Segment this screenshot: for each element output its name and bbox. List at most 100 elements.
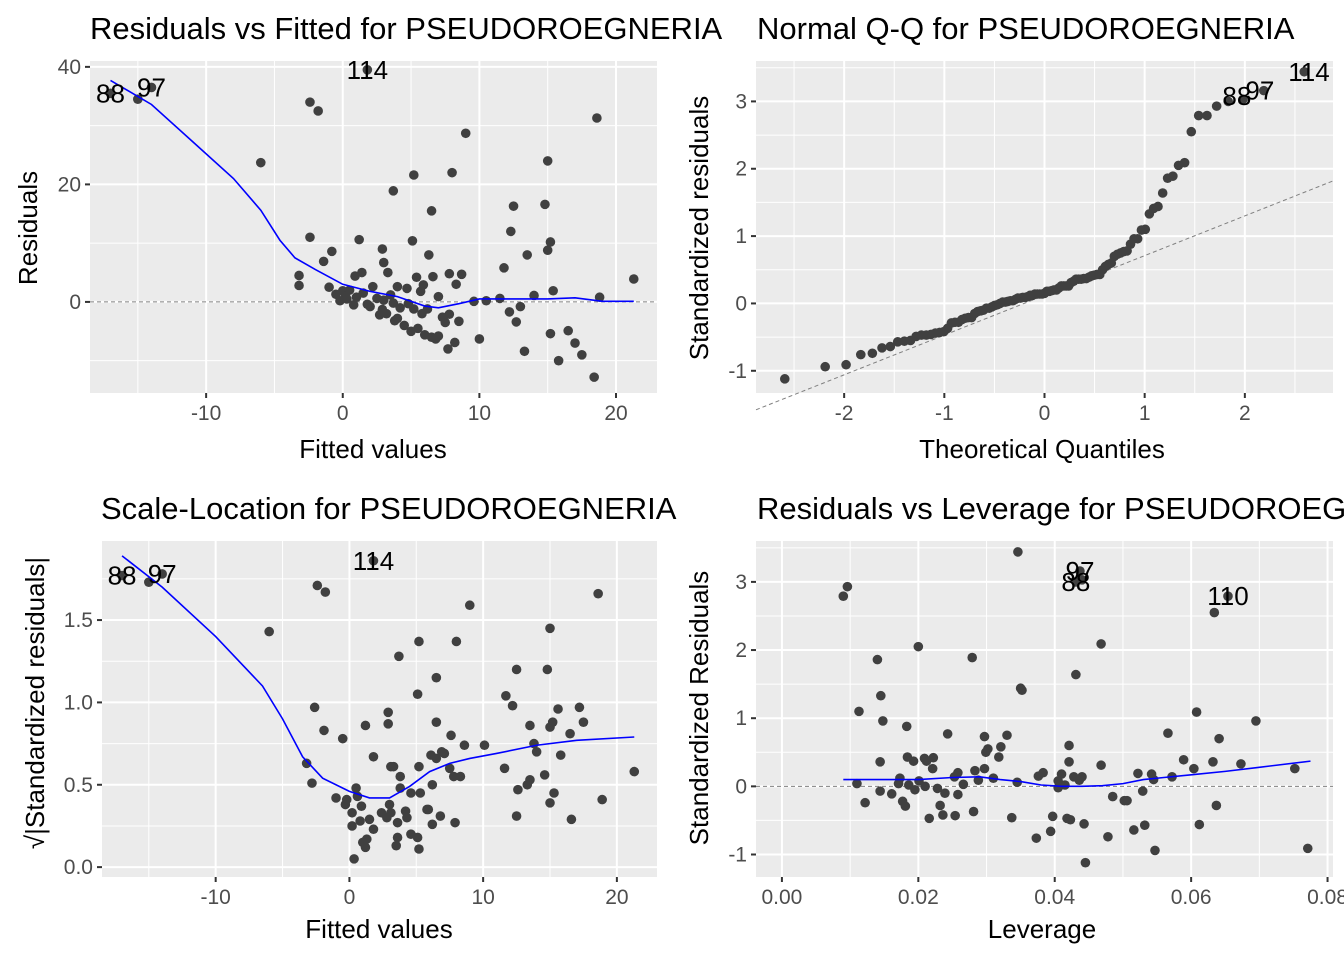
y-axis-label: Standardized Residuals <box>684 571 714 846</box>
data-point <box>1056 769 1067 779</box>
data-point <box>294 270 304 281</box>
data-point <box>331 793 341 803</box>
smooth-line <box>121 555 635 799</box>
x-tick-label: 1 <box>1139 402 1151 425</box>
data-point <box>1103 831 1113 842</box>
data-point <box>411 272 422 283</box>
point-label: 97 <box>1245 76 1274 106</box>
data-point <box>388 298 399 308</box>
data-point <box>511 317 522 327</box>
smooth-line <box>843 760 1311 788</box>
data-point <box>383 707 393 718</box>
data-point <box>522 250 533 260</box>
data-point <box>979 763 990 774</box>
data-point <box>508 201 519 211</box>
data-point <box>565 728 575 739</box>
data-point <box>545 328 556 339</box>
data-point <box>921 756 932 766</box>
x-tick-label: -10 <box>191 402 221 425</box>
data-point <box>983 744 993 754</box>
x-tick-label: 0.08 <box>1307 886 1344 909</box>
point-label: 114 <box>353 546 394 576</box>
data-point <box>958 779 969 790</box>
data-point <box>459 740 470 751</box>
x-tick-label: 20 <box>605 886 628 909</box>
data-point <box>1202 110 1212 121</box>
data-point <box>855 349 866 360</box>
data-point <box>867 348 878 359</box>
data-point <box>1214 733 1224 744</box>
data-point <box>838 591 849 602</box>
data-point <box>885 341 896 352</box>
data-point <box>400 806 411 816</box>
data-point <box>446 730 456 741</box>
data-point <box>542 156 553 166</box>
data-point <box>1064 740 1074 751</box>
point-label: 88 <box>1222 81 1251 111</box>
data-point <box>392 832 403 843</box>
data-point <box>309 702 320 713</box>
data-point <box>418 280 429 290</box>
y-tick-label: 0 <box>735 775 747 798</box>
panel-title: Scale-Location for PSEUDOROEGNERIA <box>101 491 677 526</box>
y-axis-label: Standardized residuals <box>684 96 714 361</box>
data-point <box>436 747 447 757</box>
y-tick-label: 0.0 <box>64 856 93 879</box>
x-tick-label: 0.02 <box>898 886 939 909</box>
point-label: 88 <box>96 78 125 108</box>
data-point <box>513 784 523 795</box>
data-point <box>412 689 423 699</box>
data-point <box>979 731 990 742</box>
data-point <box>1080 857 1091 868</box>
data-point <box>1038 767 1048 778</box>
points <box>105 65 639 382</box>
data-point <box>368 555 379 566</box>
y-tick-label: 1 <box>735 707 747 730</box>
data-point <box>852 778 862 789</box>
data-point <box>449 337 460 348</box>
axes: -2 -1 0 1 2 -1 0 1 2 3 <box>728 90 1250 425</box>
data-point <box>1064 757 1074 767</box>
data-point <box>553 704 563 714</box>
x-tick-label: -1 <box>935 402 954 425</box>
data-point <box>506 226 516 237</box>
data-point <box>362 299 373 310</box>
data-point <box>1209 607 1220 618</box>
data-point <box>507 700 518 711</box>
data-point <box>589 372 599 382</box>
data-point <box>386 807 396 818</box>
data-point <box>996 742 1006 752</box>
x-axis-label: Fitted values <box>305 914 452 944</box>
data-point <box>426 206 437 216</box>
data-point <box>451 279 461 290</box>
data-point <box>431 717 442 727</box>
data-point <box>1251 716 1261 726</box>
data-point <box>1157 188 1168 198</box>
data-point <box>455 771 466 782</box>
data-point <box>553 355 564 366</box>
data-point <box>157 569 167 579</box>
data-point <box>1071 669 1081 680</box>
y-tick-label: -1 <box>728 360 747 383</box>
data-point <box>391 840 402 851</box>
data-point <box>779 374 790 384</box>
y-tick-label: 3 <box>735 90 747 113</box>
y-tick-label: 0.5 <box>64 774 93 797</box>
data-point <box>504 307 515 317</box>
x-tick-label: 0 <box>337 402 349 425</box>
data-point <box>327 246 337 257</box>
data-point <box>144 577 154 587</box>
data-point <box>1194 819 1205 830</box>
data-point <box>628 274 639 284</box>
data-point <box>511 811 522 821</box>
data-point <box>361 834 372 844</box>
data-point <box>474 334 485 344</box>
x-tick-label: 0.04 <box>1034 886 1075 909</box>
panel-title: Normal Q-Q for PSEUDOROEGNERIA <box>757 11 1295 46</box>
x-tick-label: 0 <box>344 886 356 909</box>
data-point <box>545 798 555 808</box>
data-point <box>924 813 935 824</box>
data-point <box>900 801 911 811</box>
data-point <box>362 65 373 75</box>
data-point <box>1096 760 1106 771</box>
